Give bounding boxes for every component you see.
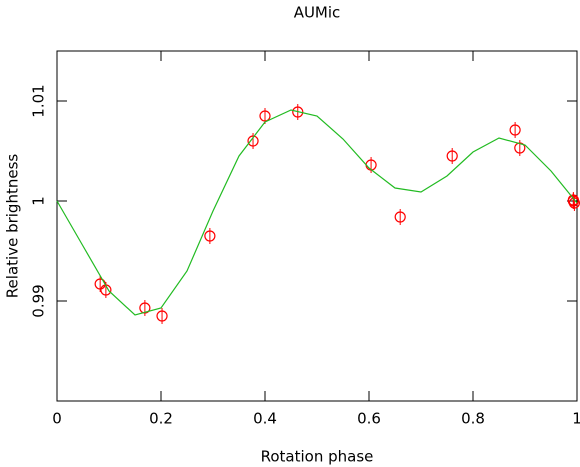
model-line xyxy=(56,109,578,316)
data-point xyxy=(259,110,271,122)
data-point xyxy=(292,106,304,118)
x-axis-label: Rotation phase xyxy=(261,448,374,466)
y-tick-label: 1 xyxy=(30,196,48,206)
x-tick-label: 0.4 xyxy=(253,410,277,428)
x-tick-label: 1 xyxy=(572,410,580,428)
y-tick-label: 1.01 xyxy=(30,84,48,117)
data-point xyxy=(204,230,216,242)
data-point xyxy=(509,124,521,136)
x-tick-label: 0 xyxy=(52,410,62,428)
data-point xyxy=(567,195,579,207)
data-point xyxy=(247,135,259,147)
chart-title: AUMic xyxy=(294,4,341,22)
x-tick-label: 0.6 xyxy=(357,410,381,428)
y-tick-label: 0.99 xyxy=(30,284,48,317)
data-point xyxy=(156,310,168,322)
plot-frame xyxy=(56,50,578,402)
data-point xyxy=(446,150,458,162)
data-point xyxy=(394,211,406,223)
x-tick-label: 0.2 xyxy=(149,410,173,428)
data-point xyxy=(139,302,151,314)
y-axis-label: Relative brightness xyxy=(4,154,22,299)
x-tick-label: 0.8 xyxy=(461,410,485,428)
